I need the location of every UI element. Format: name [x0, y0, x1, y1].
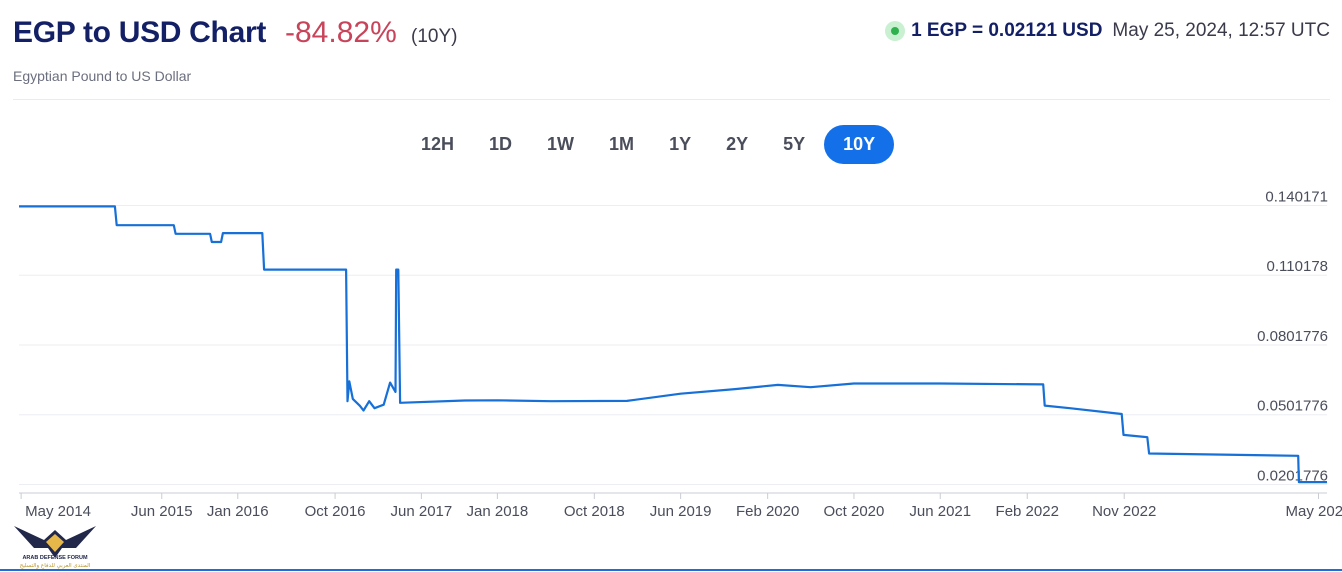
tab-2y[interactable]: 2Y: [726, 134, 749, 154]
watermark-text-ar: المنتدى العربي للدفاع والتسليح: [20, 563, 91, 569]
page-subtitle: Egyptian Pound to US Dollar: [13, 68, 192, 84]
x-tick-label: Jun 2019: [650, 503, 712, 520]
change-period: (10Y): [411, 26, 458, 47]
x-tick-label: Jun 2021: [909, 503, 971, 520]
eagle-icon: [14, 526, 96, 558]
x-tick-label: May 2014: [25, 503, 91, 520]
x-tick-label: Oct 2016: [305, 503, 366, 520]
line-chart: 0.140171 0.110178 0.0801776 0.0501776 0.0201…: [19, 189, 1342, 520]
x-tick-label: Oct 2020: [824, 503, 885, 520]
x-tick-label: Jun 2017: [391, 503, 453, 520]
watermark-logo: ARAB DEFENSE FORUM المنتدى العربي للدفاع…: [14, 526, 96, 569]
x-tick-label: Jan 2016: [207, 503, 269, 520]
watermark-text-en: ARAB DEFENSE FORUM: [22, 555, 88, 561]
x-tick-label: Jun 2015: [131, 503, 193, 520]
tab-1d[interactable]: 1D: [489, 134, 513, 154]
series-line: [19, 205, 1327, 484]
x-tick-label: May 2024: [1286, 503, 1342, 520]
header-divider: [13, 99, 1330, 100]
y-tick-label: 0.140171: [1265, 189, 1328, 206]
live-rate: 1 EGP = 0.02121 USD May 25, 2024, 12:57 …: [885, 20, 1330, 42]
rate-timestamp: May 25, 2024, 12:57 UTC: [1112, 20, 1330, 41]
tab-12h[interactable]: 12H: [421, 134, 455, 154]
x-tick-label: Jan 2018: [467, 503, 529, 520]
range-navigator-line: [0, 569, 1342, 571]
percent-change: -84.82%: [285, 16, 397, 49]
live-indicator-icon: [885, 21, 906, 41]
tab-5y[interactable]: 5Y: [783, 134, 806, 154]
current-rate: 1 EGP = 0.02121 USD: [911, 20, 1103, 41]
tab-1m[interactable]: 1M: [609, 134, 635, 154]
tab-1w[interactable]: 1W: [547, 134, 575, 154]
y-tick-label: 0.0501776: [1257, 398, 1328, 415]
x-tick-label: Feb 2022: [996, 503, 1059, 520]
x-tick-label: Feb 2020: [736, 503, 799, 520]
page-title: EGP to USD Chart: [13, 16, 267, 49]
y-tick-label: 0.110178: [1267, 258, 1328, 275]
y-tick-label: 0.0201776: [1257, 467, 1328, 484]
chart-header: EGP to USD Chart -84.82% (10Y) Egyptian …: [13, 14, 1342, 94]
period-tabs: 12H 1D 1W 1M 1Y 2Y 5Y 10Y: [405, 125, 897, 164]
x-tick-label: Oct 2018: [564, 503, 625, 520]
x-tick-label: Nov 2022: [1092, 503, 1156, 520]
tab-1y[interactable]: 1Y: [669, 134, 692, 154]
tab-10y[interactable]: 10Y: [824, 125, 895, 164]
y-tick-label: 0.0801776: [1257, 328, 1328, 345]
